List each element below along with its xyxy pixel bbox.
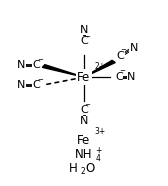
Text: N: N <box>80 25 88 35</box>
Polygon shape <box>84 60 115 77</box>
Text: C: C <box>80 105 88 115</box>
Text: N: N <box>130 43 138 52</box>
Text: 4: 4 <box>95 154 100 163</box>
Text: C: C <box>117 51 124 61</box>
Text: −: − <box>85 34 91 40</box>
Text: −: − <box>37 77 43 83</box>
Text: −: − <box>37 57 43 63</box>
Text: 2: 2 <box>80 167 85 176</box>
Text: +: + <box>95 147 102 155</box>
Text: N: N <box>127 72 136 82</box>
Text: Fe: Fe <box>77 71 91 84</box>
Text: Fe: Fe <box>77 134 91 147</box>
Text: C: C <box>80 36 88 46</box>
Text: C: C <box>33 80 40 90</box>
Text: C: C <box>33 60 40 70</box>
Text: 2+: 2+ <box>95 62 106 71</box>
Text: H: H <box>69 162 78 175</box>
Text: N: N <box>80 116 88 126</box>
Text: 3+: 3+ <box>95 127 106 136</box>
Text: O: O <box>85 162 94 175</box>
Text: −: − <box>119 68 125 74</box>
Text: C: C <box>115 72 123 82</box>
Text: N: N <box>17 80 26 90</box>
Polygon shape <box>42 65 84 77</box>
Text: NH: NH <box>74 148 92 161</box>
Text: −: − <box>121 47 127 53</box>
Text: N: N <box>17 60 26 70</box>
Text: −: − <box>85 102 91 108</box>
